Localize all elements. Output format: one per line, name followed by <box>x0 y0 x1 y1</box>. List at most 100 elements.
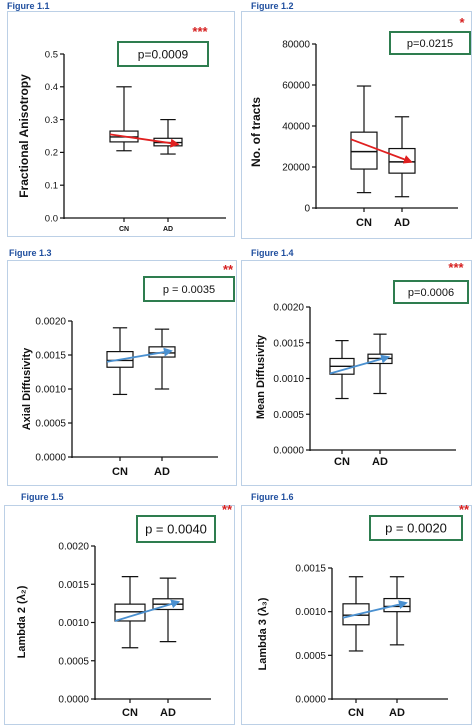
y-tick-label: 80000 <box>282 40 310 51</box>
boxplot-chart: 0.0000 0.0005 0.0010 0.0015 0.0020 CN AD Axial … <box>21 262 235 478</box>
y-tick-label: 0.0015 <box>58 580 89 591</box>
trend-arrow <box>350 138 413 164</box>
p-value-box <box>393 280 469 304</box>
y-axis-title: Lambda 2 (λ₂) <box>16 585 28 658</box>
x-tick-label: CN <box>348 707 364 719</box>
x-tick-label: CN <box>356 217 372 229</box>
y-tick-label: 0.0010 <box>273 374 304 385</box>
y-tick-label: 0.0000 <box>295 695 326 706</box>
y-tick-label: 0.0015 <box>35 351 66 362</box>
boxplot-chart: 0.0000 0.0005 0.0010 0.0015 0.0020 CN AD Mean D… <box>255 260 469 468</box>
chart-panel-1: 0.0 0.1 0.2 0.3 0.4 0.5 CN AD Fractional Anisotr… <box>7 11 235 237</box>
iqr-box <box>388 147 416 174</box>
significance-stars: ** <box>223 262 234 277</box>
trend-arrow <box>329 354 391 375</box>
x-tick-label: AD <box>394 217 410 229</box>
y-tick-label: 0.3 <box>45 115 58 126</box>
y-tick-label: 0 <box>304 204 310 215</box>
p-value-box <box>369 515 463 541</box>
figure-label-6: Figure 1.6 <box>251 492 294 502</box>
y-tick-label: 0.0010 <box>295 607 326 618</box>
y-tick-label: 0.0005 <box>35 419 66 430</box>
x-tick-label: CN <box>119 226 129 233</box>
p-value-text: p=0.0009 <box>138 47 189 61</box>
iqr-box <box>350 131 378 170</box>
y-tick-label: 60000 <box>282 81 310 92</box>
significance-stars: ** <box>222 502 233 517</box>
x-tick-label: CN <box>112 466 128 478</box>
p-value-box <box>117 41 209 67</box>
box-ad <box>153 118 183 155</box>
y-tick-label: 0.0005 <box>295 651 326 662</box>
p-value-text: p=0.0215 <box>407 38 453 50</box>
y-axis-title: Lambda 3 (λ₃) <box>257 597 269 670</box>
y-tick-label: 0.0020 <box>35 317 66 328</box>
chart-panel-3: 0.0000 0.0005 0.0010 0.0015 0.0020 CN AD Axial … <box>7 260 237 486</box>
trend-arrow <box>106 347 173 363</box>
chart-panel-5: 0.0000 0.0005 0.0010 0.0015 0.0020 CN AD Lambda… <box>4 502 235 725</box>
p-value-text: p = 0.0040 <box>145 522 207 537</box>
p-value-text: p = 0.0020 <box>385 521 447 536</box>
box-ad <box>383 576 411 646</box>
trend-arrow <box>342 600 408 619</box>
x-tick-label: AD <box>160 707 176 719</box>
y-tick-label: 0.0000 <box>58 695 89 706</box>
y-tick-label: 0.4 <box>45 82 58 93</box>
box-cn <box>329 340 355 400</box>
y-tick-label: 0.0020 <box>58 542 89 553</box>
figure-label-2: Figure 1.2 <box>251 1 294 11</box>
y-tick-label: 0.0 <box>45 213 58 224</box>
boxplot-chart: 0.0000 0.0005 0.0010 0.0015 CN AD Lambda 3 (λ₃… <box>257 502 470 719</box>
y-tick-label: 0.0005 <box>273 410 304 421</box>
y-tick-label: 0.2 <box>45 148 58 159</box>
x-tick-label: CN <box>122 707 138 719</box>
y-tick-label: 40000 <box>282 122 310 133</box>
figure-label-1: Figure 1.1 <box>7 1 50 11</box>
boxplot-chart: 0 20000 40000 60000 80000 CN AD No. of tracts p=… <box>249 15 471 229</box>
figure-label-5: Figure 1.5 <box>21 492 64 502</box>
box-cn <box>109 86 139 152</box>
y-tick-label: 0.0000 <box>35 453 66 464</box>
x-tick-label: AD <box>154 466 170 478</box>
y-axis-title: Fractional Anisotropy <box>17 74 31 198</box>
y-tick-label: 0.0015 <box>273 338 304 349</box>
y-tick-label: 0.0015 <box>295 564 326 575</box>
significance-stars: *** <box>448 260 464 275</box>
x-tick-label: AD <box>389 707 405 719</box>
y-tick-label: 0.1 <box>45 181 58 192</box>
y-tick-label: 0.0020 <box>273 303 304 314</box>
p-value-text: p = 0.0035 <box>163 284 215 296</box>
box-cn <box>114 575 146 649</box>
y-axis-title: Mean Diffusivity <box>255 334 267 419</box>
y-tick-label: 20000 <box>282 163 310 174</box>
figure-label-3: Figure 1.3 <box>9 248 52 258</box>
chart-panel-2: 0 20000 40000 60000 80000 CN AD No. of tracts p=… <box>241 11 472 239</box>
chart-panel-4: 0.0000 0.0005 0.0010 0.0015 0.0020 CN AD Mean D… <box>241 260 472 486</box>
x-tick-label: AD <box>163 226 173 233</box>
box-ad <box>367 333 393 395</box>
significance-stars: * <box>459 15 465 30</box>
p-value-box <box>389 31 471 55</box>
significance-stars: ** <box>459 502 470 517</box>
p-value-box <box>143 276 235 302</box>
x-tick-label: AD <box>372 456 388 468</box>
trend-arrow <box>109 133 180 148</box>
boxplot-chart: 0.0 0.1 0.2 0.3 0.4 0.5 CN AD Fractional Anisotr… <box>17 24 226 233</box>
box-cn <box>350 85 378 194</box>
y-tick-label: 0.0000 <box>273 446 304 457</box>
y-axis-title: No. of tracts <box>249 97 263 167</box>
y-tick-label: 0.0005 <box>58 656 89 667</box>
significance-stars: *** <box>192 24 208 39</box>
y-tick-label: 0.0010 <box>35 385 66 396</box>
x-tick-label: CN <box>334 456 350 468</box>
boxplot-chart: 0.0000 0.0005 0.0010 0.0015 0.0020 CN AD Lambda… <box>16 502 233 719</box>
y-axis-title: Axial Diffusivity <box>21 347 33 430</box>
p-value-text: p=0.0006 <box>408 287 454 299</box>
box-ad <box>152 577 184 643</box>
figure-label-4: Figure 1.4 <box>251 248 294 258</box>
box-ad <box>388 116 416 198</box>
box-ad <box>148 328 176 390</box>
trend-arrow <box>114 599 181 622</box>
y-tick-label: 0.5 <box>45 49 58 60</box>
y-tick-label: 0.0010 <box>58 618 89 629</box>
